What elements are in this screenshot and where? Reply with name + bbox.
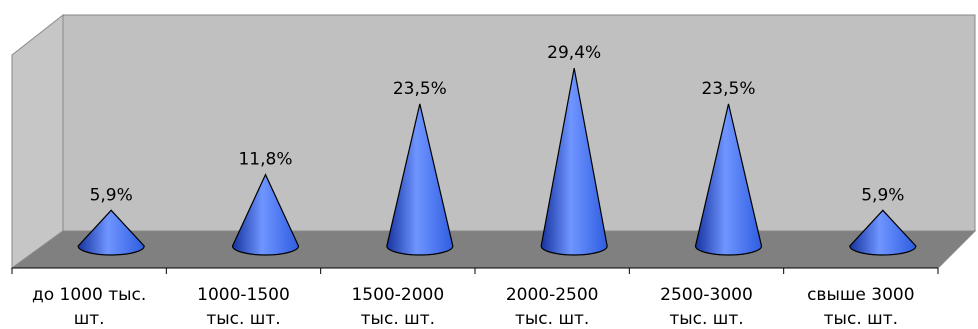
category-label: свыше 3000 тыс. шт. [807,285,914,329]
side-wall [11,13,64,269]
category-label-line: 1500-2000 [351,285,444,305]
category-label-line: тыс. шт. [669,309,743,329]
data-label: 11,8% [238,150,292,170]
floor-edge [937,230,976,269]
chart-walls [10,13,977,269]
cone-mark [540,68,608,256]
category-label-line: 2000-2500 [506,285,599,305]
cone-mark [849,209,917,256]
cone-mark [386,103,454,256]
category-label-line: шт. [74,309,105,329]
category-label: 1500-2000 тыс. шт. [351,285,444,329]
category-label: 2000-2500 тыс. шт. [506,285,599,329]
category-label-line: тыс. шт. [515,309,589,329]
back-wall [62,14,976,232]
chart-category-axis: до 1000 тыс. шт.1000-1500 тыс. шт.1500-200… [11,267,939,329]
category-label-line: до 1000 тыс. [32,285,146,305]
category-label: 1000-1500 тыс. шт. [197,285,290,329]
category-label-line: 1000-1500 [197,285,290,305]
chart-data-labels: 5,9% 11,8% 23,5% 29,4% 23,5% 5,9% [90,43,905,205]
cone-mark [231,173,300,256]
data-label: 29,4% [547,43,601,63]
category-label: 2500-3000 тыс. шт. [660,285,753,329]
cone-mark [694,103,763,256]
category-label-line: тыс. шт. [361,309,435,329]
data-label: 5,9% [861,185,904,205]
floor [10,230,977,269]
category-label: до 1000 тыс. шт. [32,285,146,329]
data-label: 23,5% [701,79,755,99]
data-label: 23,5% [393,79,447,99]
category-label-line: 2500-3000 [660,285,753,305]
category-label-line: тыс. шт. [206,309,280,329]
category-label-line: свыше 3000 [807,285,914,305]
data-label: 5,9% [90,185,133,205]
chart-cones [77,68,917,256]
category-label-line: тыс. шт. [824,309,898,329]
cone-mark [77,209,145,256]
